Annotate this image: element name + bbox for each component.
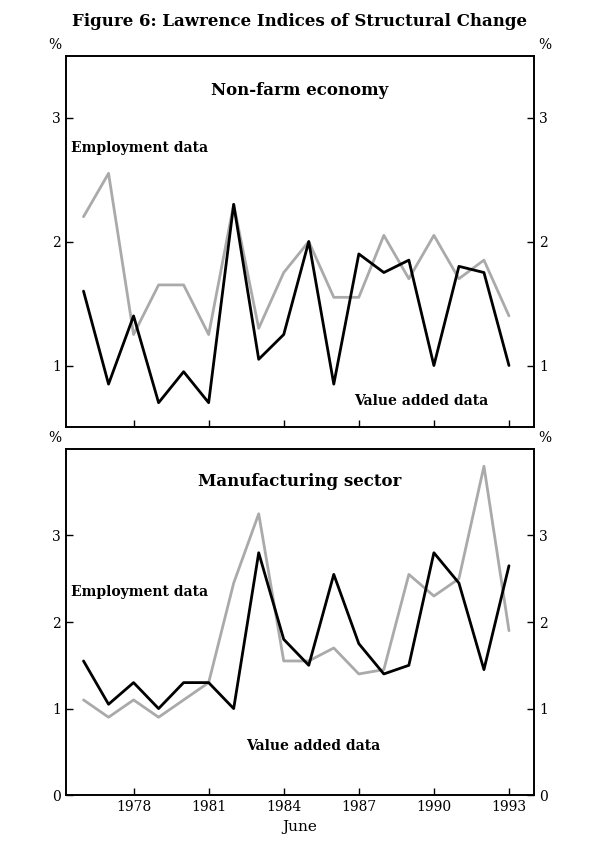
Text: Figure 6: Lawrence Indices of Structural Change: Figure 6: Lawrence Indices of Structural… [73,13,527,30]
Text: Value added data: Value added data [246,739,380,753]
Text: Manufacturing sector: Manufacturing sector [199,473,401,490]
Text: Value added data: Value added data [354,394,488,408]
Text: %: % [539,38,552,52]
Text: %: % [539,432,552,445]
Text: Employment data: Employment data [71,141,208,156]
Text: %: % [48,432,61,445]
X-axis label: June: June [283,820,317,834]
Text: Non-farm economy: Non-farm economy [211,81,389,98]
Text: %: % [48,38,61,52]
Text: Employment data: Employment data [71,585,208,599]
